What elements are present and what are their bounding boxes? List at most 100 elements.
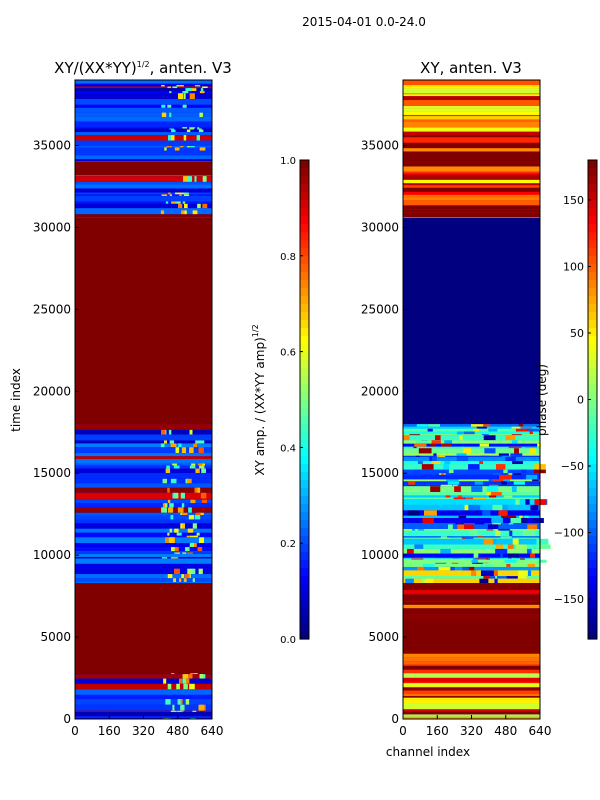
- heatmap-stripe: [183, 578, 187, 583]
- heatmap-stripe: [452, 557, 460, 559]
- heatmap-stripe: [199, 465, 205, 469]
- colorbar-step: [588, 160, 597, 169]
- heatmap-stripe: [489, 495, 501, 498]
- heatmap-stripe: [192, 210, 198, 215]
- heatmap-stripe: [433, 453, 437, 456]
- heatmap-stripe: [403, 576, 540, 579]
- heatmap-stripe: [403, 448, 540, 454]
- heatmap-stripe: [409, 434, 420, 436]
- heatmap-stripe: [403, 711, 540, 715]
- heatmap-stripe: [415, 455, 420, 457]
- heatmap-stripe: [440, 548, 451, 554]
- heatmap-stripe: [75, 146, 212, 148]
- heatmap-stripe: [472, 562, 479, 564]
- heatmap-stripe: [403, 622, 540, 628]
- colorbar-step: [300, 503, 309, 512]
- heatmap-stripe: [75, 558, 212, 564]
- heatmap-stripe: [516, 544, 527, 549]
- colorbar-step: [588, 623, 597, 632]
- heatmap-stripe: [504, 559, 517, 563]
- colorbar-amplitude-gradient: 0.0 0.2 0.4 0.6 0.8 1.0: [280, 156, 310, 646]
- heatmap-stripe: [75, 188, 212, 193]
- heatmap-stripe: [448, 469, 454, 474]
- heatmap-stripe: [75, 568, 212, 575]
- colorbar-step: [300, 415, 309, 425]
- heatmap-stripe: [178, 443, 182, 448]
- heatmap-stripe: [515, 499, 520, 505]
- heatmap-stripe: [179, 194, 182, 196]
- heatmap-stripe: [194, 85, 201, 87]
- heatmap-stripe: [510, 517, 522, 524]
- heatmap-stripe: [170, 515, 174, 520]
- colorbar-step: [588, 311, 597, 321]
- heatmap-stripe: [403, 629, 540, 636]
- heatmap-stripe: [463, 524, 475, 530]
- heatmap-stripe: [75, 535, 212, 538]
- colorbar-step: [300, 343, 309, 353]
- colorbar-step: [588, 375, 597, 385]
- heatmap-stripe: [184, 678, 190, 684]
- heatmap-stripe: [166, 468, 170, 474]
- heatmap-stripe: [185, 478, 189, 484]
- heatmap-stripe: [403, 212, 540, 218]
- heatmap-stripe: [422, 557, 435, 559]
- heatmap-stripe: [186, 535, 191, 538]
- heatmap-stripe: [75, 159, 212, 162]
- heatmap-stripe: [75, 553, 212, 558]
- heatmap-stripe: [172, 557, 175, 559]
- heatmap-stripe: [183, 683, 188, 690]
- heatmap-stripe: [178, 678, 183, 684]
- heatmap-stripe: [476, 426, 487, 429]
- heatmap-stripe: [476, 562, 489, 564]
- heatmap-stripe: [473, 558, 487, 560]
- colorbar-step: [300, 215, 309, 225]
- colorbar-tick-label: 0.2: [280, 539, 296, 550]
- colorbar-step: [588, 223, 597, 233]
- heatmap-stripe: [439, 455, 446, 457]
- heatmap-stripe: [187, 568, 193, 575]
- heatmap-stripe: [484, 563, 493, 567]
- heatmap-stripe: [403, 523, 540, 525]
- heatmap-stripe: [509, 530, 513, 537]
- colorbar-step: [300, 271, 309, 281]
- heatmap-stripe: [471, 559, 478, 563]
- heatmap-stripe: [199, 91, 205, 94]
- heatmap-stripe: [514, 448, 519, 454]
- heatmap-stripe: [438, 566, 451, 571]
- y-tick-label: 20000: [361, 384, 399, 398]
- panel-phase-title: XY, anten. V3: [420, 59, 522, 77]
- heatmap-stripe: [167, 574, 173, 579]
- heatmap-stripe: [170, 673, 175, 675]
- panel-phase-xlabel: channel index: [386, 745, 470, 759]
- heatmap-stripe: [196, 135, 201, 141]
- heatmap-stripe: [488, 479, 493, 482]
- y-tick-label: 30000: [33, 220, 71, 234]
- heatmap-stripe: [182, 201, 186, 204]
- x-tick-label: 160: [426, 724, 449, 738]
- heatmap-stripe: [403, 111, 540, 115]
- heatmap-stripe: [75, 492, 212, 499]
- heatmap-stripe: [173, 568, 180, 575]
- y-tick-label: 35000: [361, 139, 399, 153]
- heatmap-stripe: [427, 424, 441, 427]
- colorbar-step: [588, 583, 597, 592]
- heatmap-stripe: [403, 171, 540, 174]
- colorbar-step: [300, 279, 309, 289]
- heatmap-stripe: [464, 497, 476, 500]
- heatmap-stripe: [403, 131, 540, 136]
- heatmap-stripe: [417, 566, 425, 571]
- heatmap-stripe: [188, 146, 195, 148]
- colorbar-step: [588, 351, 597, 361]
- heatmap-stripe: [75, 210, 212, 215]
- heatmap-stripe: [75, 528, 212, 533]
- colorbar-step: [588, 247, 597, 257]
- heatmap-stripe: [75, 499, 212, 504]
- x-tick-label: 320: [460, 724, 483, 738]
- heatmap-stripe: [440, 484, 453, 487]
- heatmap-stripe: [189, 429, 193, 435]
- heatmap-stripe: [445, 495, 451, 498]
- heatmap-stripe: [414, 443, 427, 447]
- heatmap-stripe: [174, 147, 180, 151]
- heatmap-stripe: [403, 435, 410, 441]
- heatmap-stripe: [403, 578, 540, 584]
